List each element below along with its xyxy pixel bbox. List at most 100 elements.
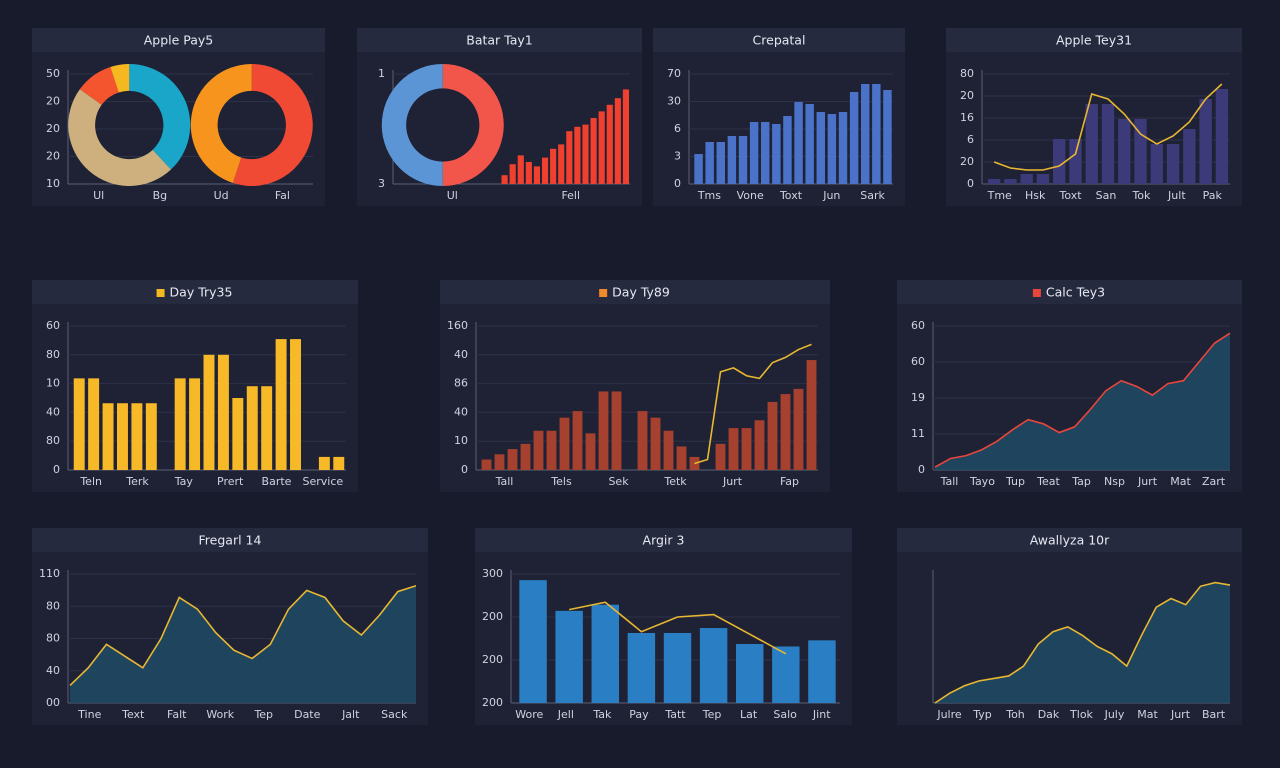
bar — [780, 394, 791, 470]
x-tick-label: Jurt — [1170, 708, 1191, 721]
bar — [1166, 144, 1180, 184]
bar — [232, 398, 244, 470]
bar — [572, 411, 583, 470]
panel-title: Batar Tay1 — [466, 33, 533, 48]
bar — [741, 428, 752, 470]
y-tick-label: 20 — [46, 150, 60, 163]
bar — [772, 646, 800, 703]
y-tick-label: 10 — [46, 377, 60, 390]
bar — [637, 411, 648, 470]
y-tick-label: 30 — [667, 95, 681, 108]
bar — [525, 162, 532, 184]
x-tick-label: Toh — [1005, 708, 1025, 721]
x-tick-label: Jult — [1167, 189, 1186, 202]
y-tick-label: 160 — [447, 319, 468, 332]
x-tick-label: Jint — [812, 708, 831, 721]
x-tick-label: Tak — [592, 708, 612, 721]
y-tick-label: 86 — [454, 377, 468, 390]
bar — [1150, 144, 1163, 184]
line — [993, 83, 1223, 171]
y-tick-label: 0 — [918, 463, 925, 476]
bar — [772, 124, 781, 184]
bar — [1101, 104, 1115, 184]
x-tick-label: Tlok — [1069, 708, 1094, 721]
area-fill — [935, 333, 1230, 470]
bar — [1118, 119, 1131, 184]
y-tick-label: 60 — [911, 355, 925, 368]
bar — [509, 164, 516, 184]
bar — [217, 354, 229, 470]
bar — [520, 443, 531, 470]
bar — [627, 632, 656, 703]
bar — [805, 104, 814, 184]
y-tick-label: 00 — [46, 696, 60, 709]
x-tick-label: Sark — [860, 189, 885, 202]
bar — [614, 98, 621, 184]
x-tick-label: Julre — [936, 708, 962, 721]
bar — [987, 179, 1001, 184]
x-tick-label: Jell — [557, 708, 574, 721]
y-tick-label: 3 — [674, 150, 681, 163]
panel: Calc Tey3 60 60 19 11 0 Tall Tayo Tup Teat Tap Nsp J… — [897, 280, 1242, 492]
x-tick-label: Ud — [214, 189, 229, 202]
bar — [663, 430, 674, 470]
x-tick-label: Date — [294, 708, 321, 721]
bar — [793, 388, 804, 470]
panel: Apple Pay5 50 20 20 20 10 Ul Bg Ud Fal — [32, 28, 325, 206]
panel-title: Apple Tey31 — [1056, 33, 1132, 48]
bar — [694, 154, 703, 184]
bar — [558, 144, 565, 184]
y-tick-label: 16 — [960, 111, 974, 124]
y-tick-label: 40 — [46, 405, 60, 418]
bar — [590, 118, 597, 184]
title-icon — [599, 289, 608, 297]
bar — [650, 417, 661, 470]
x-tick-label: Wore — [515, 708, 543, 721]
bar — [546, 430, 557, 470]
y-tick-label: 20 — [960, 89, 974, 102]
x-tick-label: San — [1096, 189, 1117, 202]
panel-title: Apple Pay5 — [144, 33, 214, 48]
y-tick-label: 1 — [378, 67, 385, 80]
panel-title: Argir 3 — [643, 533, 685, 548]
bar — [715, 443, 726, 470]
bar — [806, 360, 817, 470]
x-tick-label: Tep — [253, 708, 273, 721]
x-tick-label: Fap — [780, 475, 799, 488]
bar — [481, 459, 492, 470]
x-tick-label: Toxt — [1059, 189, 1083, 202]
x-tick-label: Tup — [1005, 475, 1025, 488]
bar — [1183, 129, 1196, 184]
x-tick-label: Text — [121, 708, 145, 721]
bar — [738, 136, 748, 184]
area-fill — [935, 582, 1230, 703]
y-tick-label: 0 — [674, 177, 681, 190]
y-tick-label: 40 — [46, 664, 60, 677]
donut-segment — [232, 64, 313, 186]
bar — [585, 433, 596, 470]
x-tick-label: Tatt — [664, 708, 686, 721]
x-tick-label: Barte — [262, 475, 292, 488]
bar — [88, 378, 100, 470]
bar — [1020, 174, 1033, 184]
x-tick-label: Typ — [972, 708, 992, 721]
x-tick-label: Tap — [1071, 475, 1091, 488]
bar — [189, 378, 201, 470]
line — [569, 601, 787, 655]
x-tick-label: Jalt — [341, 708, 360, 721]
y-tick-label: 0 — [461, 463, 468, 476]
bar — [507, 449, 518, 470]
x-tick-label: Bart — [1202, 708, 1226, 721]
bar — [736, 644, 764, 703]
y-tick-label: 3 — [378, 177, 385, 190]
bar — [566, 131, 573, 184]
panel-header — [32, 280, 358, 304]
title-icon — [156, 289, 165, 297]
line — [694, 343, 812, 465]
bar — [494, 454, 505, 470]
bar — [333, 456, 345, 470]
x-tick-label: Jurt — [722, 475, 743, 488]
x-tick-label: Fell — [561, 189, 580, 202]
